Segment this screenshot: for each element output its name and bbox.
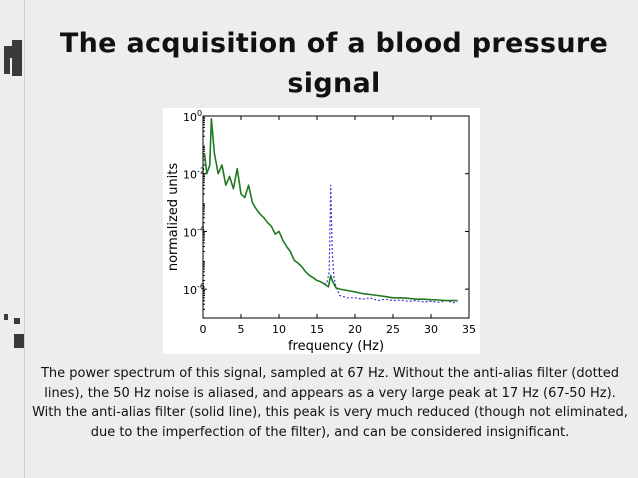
slide-title: The acquisition of a blood pressure sign… (30, 24, 638, 104)
y-tick-label: 100 (183, 109, 202, 124)
x-tick-label: 30 (424, 323, 438, 336)
series-line-unfiltered (320, 184, 458, 304)
x-tick-label: 10 (272, 323, 286, 336)
x-tick-label: 20 (348, 323, 362, 336)
chart-figure: 0 5 10 15 20 25 30 35 100 10-2 10-4 10-6 frequency … (163, 108, 480, 354)
x-tick-label: 15 (310, 323, 324, 336)
deco-square (4, 46, 12, 58)
deco-square (14, 318, 20, 324)
x-tick-label: 25 (386, 323, 400, 336)
deco-square (12, 40, 22, 76)
figure-caption: The power spectrum of this signal, sampl… (32, 366, 628, 440)
plot-frame (202, 115, 470, 319)
x-tick-label: 5 (238, 323, 245, 336)
series-line-filtered (203, 118, 458, 302)
left-decoration (0, 0, 24, 478)
y-tick-label: 10-4 (183, 224, 205, 239)
x-tick-label: 35 (462, 323, 476, 336)
y-tick-label: 10-2 (183, 167, 205, 182)
left-divider (24, 0, 25, 478)
deco-square (4, 58, 10, 74)
y-axis-label: normalized units (166, 163, 181, 272)
title-line-1: The acquisition of a blood pressure (59, 28, 609, 59)
power-spectrum-chart: 0 5 10 15 20 25 30 35 100 10-2 10-4 10-6 frequency … (166, 109, 476, 354)
y-tick-label: 10-6 (183, 282, 205, 297)
x-tick-label: 0 (200, 323, 207, 336)
title-line-2: signal (287, 68, 381, 99)
deco-square (4, 314, 8, 320)
deco-square (14, 334, 24, 348)
x-axis-label: frequency (Hz) (288, 339, 384, 354)
